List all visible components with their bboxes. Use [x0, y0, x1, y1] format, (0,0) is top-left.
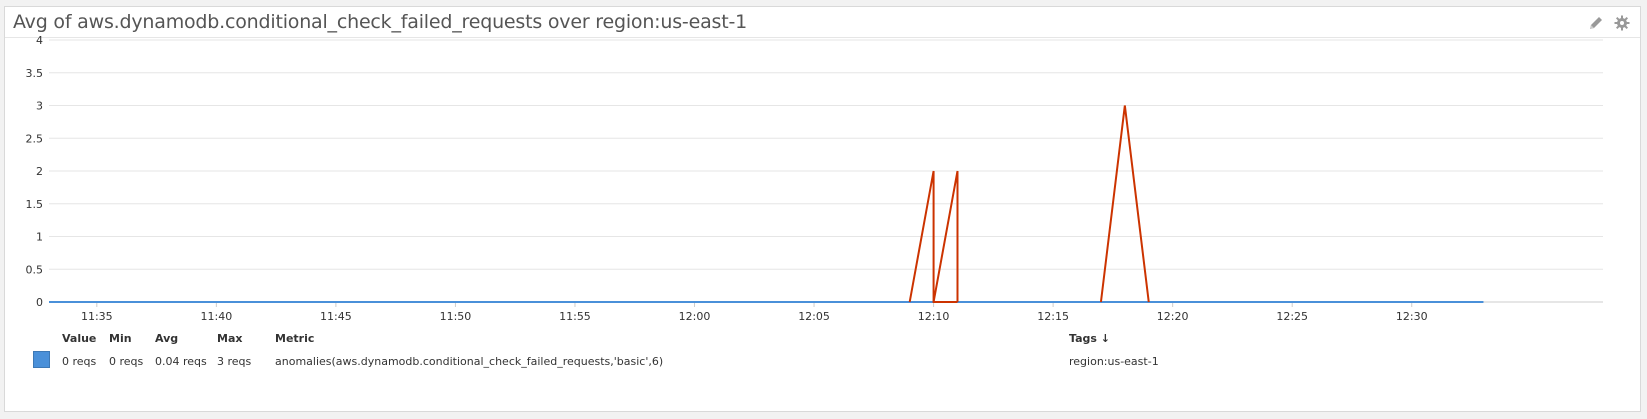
legend-header-max: Max: [217, 332, 243, 345]
y-tick-label-1: 0.5: [26, 263, 44, 276]
legend-header-avg: Avg: [155, 332, 179, 345]
legend-value: 0 reqs: [62, 355, 97, 368]
legend-min: 0 reqs: [109, 355, 144, 368]
legend-header-value: Value: [62, 332, 97, 345]
anomaly-spike-2: [1099, 105, 1150, 303]
x-tick-label-5: 12:00: [679, 310, 711, 323]
legend-max: 3 reqs: [217, 355, 252, 368]
pencil-icon[interactable]: [1588, 15, 1604, 31]
legend-avg: 0.04 reqs: [155, 355, 207, 368]
timeseries-widget: Avg of aws.dynamodb.conditional_check_fa…: [4, 6, 1641, 412]
y-tick-label-5: 2.5: [26, 132, 44, 145]
y-tick-label-7: 3.5: [26, 67, 44, 80]
x-tick-label-8: 12:15: [1037, 310, 1069, 323]
anomaly-spike-0: [908, 170, 958, 303]
widget-toolbar: [1588, 15, 1630, 31]
legend-header-metric: Metric: [275, 332, 315, 345]
x-tick-label-6: 12:05: [798, 310, 830, 323]
x-tick-label-1: 11:40: [201, 310, 233, 323]
y-tick-label-0: 0: [36, 296, 43, 309]
anomaly-spike-1: [932, 170, 959, 303]
x-tick-label-9: 12:20: [1157, 310, 1189, 323]
legend-metric: anomalies(aws.dynamodb.conditional_check…: [275, 355, 664, 368]
x-tick-label-10: 12:25: [1276, 310, 1308, 323]
y-tick-label-4: 2: [36, 165, 43, 178]
x-tick-label-7: 12:10: [918, 310, 950, 323]
series-color-swatch[interactable]: [33, 351, 50, 368]
legend-tags: region:us-east-1: [1069, 355, 1159, 368]
x-tick-label-3: 11:50: [440, 310, 472, 323]
line-chart: 00.511.522.533.54 11:35 11:40 11:45 11:50 11…: [26, 34, 1603, 323]
y-tick-label-8: 4: [36, 34, 43, 47]
x-axis: 11:35 11:40 11:45 11:50 11:55 12:00 12:05 12:10…: [49, 301, 1603, 323]
gear-icon[interactable]: [1614, 15, 1630, 31]
legend-header-min: Min: [109, 332, 132, 345]
y-tick-label-6: 3: [36, 100, 43, 113]
y-axis: 0 0.5 1 1.5 2 2.5 3 3.5 4: [26, 34, 44, 309]
widget-title: Avg of aws.dynamodb.conditional_check_fa…: [13, 11, 748, 33]
title-divider: [5, 37, 1640, 38]
x-tick-label-2: 11:45: [320, 310, 352, 323]
x-tick-label-0: 11:35: [81, 310, 113, 323]
x-tick-label-11: 12:30: [1396, 310, 1428, 323]
x-tick-label-4: 11:55: [559, 310, 591, 323]
chart-series: [49, 105, 1484, 303]
y-tick-label-3: 1.5: [26, 198, 44, 211]
y-tick-label-2: 1: [36, 231, 43, 244]
chart-grid: [49, 39, 1603, 303]
legend-header-tags[interactable]: Tags ↓: [1069, 332, 1110, 345]
